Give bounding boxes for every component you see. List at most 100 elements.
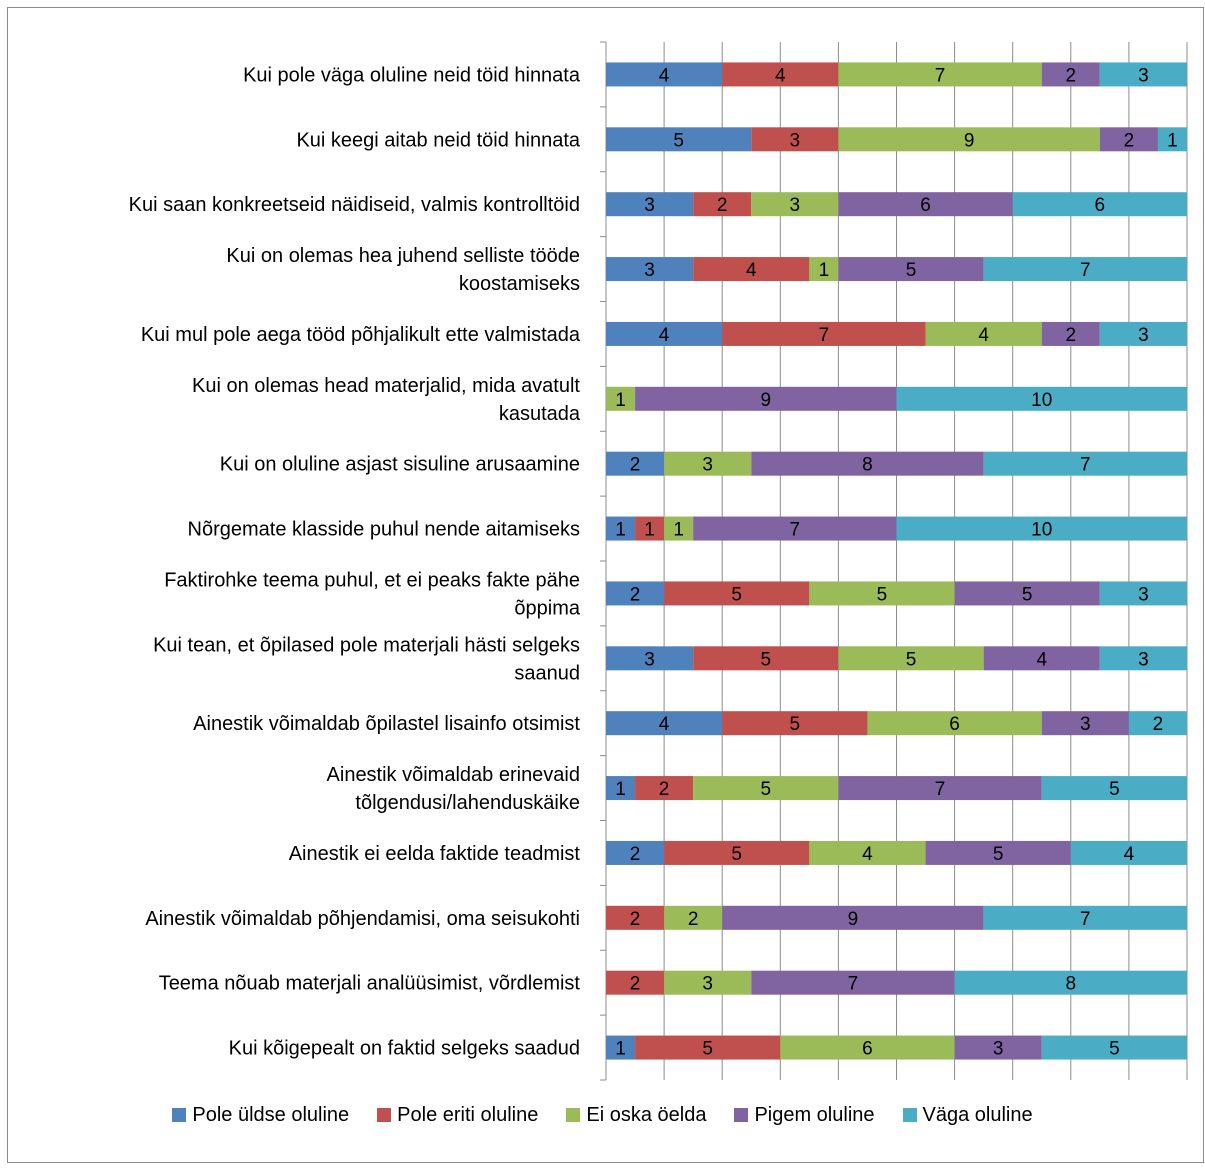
data-label: 5 <box>1022 584 1033 605</box>
category-label-line: saanud <box>514 662 580 684</box>
bar-segment <box>809 257 839 282</box>
bar-segment <box>606 840 665 865</box>
data-label: 5 <box>760 779 771 800</box>
bar-segment <box>954 1035 1042 1060</box>
category-label-line: Kui on oluline asjast sisuline arusaamin… <box>220 454 580 476</box>
bar-segment <box>1012 192 1187 217</box>
category-label-line: tõlgendusi/lahenduskäike <box>355 792 580 814</box>
bar-segment <box>606 127 752 152</box>
category-label: Ainestik võimaldab põhjendamisi, oma sei… <box>145 908 580 930</box>
data-label: 2 <box>659 779 670 800</box>
bar-segment <box>983 646 1100 671</box>
data-label: 2 <box>630 974 641 995</box>
bar-segment <box>838 257 984 282</box>
bar-segment <box>664 516 694 541</box>
data-label: 5 <box>702 1039 713 1060</box>
bar-segment <box>664 451 752 476</box>
bar-segment <box>606 776 636 801</box>
category-label: Nõrgemate klasside puhul nende aitamisek… <box>188 519 580 541</box>
bar-segment <box>1041 711 1129 736</box>
bar-segment <box>838 646 984 671</box>
data-label: 1 <box>644 520 655 541</box>
bar-segment <box>1041 1035 1187 1060</box>
bar-segment <box>1099 646 1187 671</box>
bar-segment <box>1099 581 1187 606</box>
data-label: 5 <box>906 260 917 281</box>
bar-segment <box>780 1035 955 1060</box>
category-label-line: Kui pole väga oluline neid töid hinnata <box>243 64 581 86</box>
bar-segment <box>693 776 839 801</box>
data-label: 3 <box>644 649 655 670</box>
bar-segment <box>606 257 694 282</box>
category-label: Kui tean, et õpilased pole materjali häs… <box>153 634 580 684</box>
legend-item: Pigem oluline <box>734 1104 875 1127</box>
data-label: 2 <box>1066 325 1077 346</box>
legend-label: Pole eriti oluline <box>397 1103 539 1126</box>
category-label: Kui mul pole aega tööd põhjalikult ette … <box>141 324 581 346</box>
legend-swatch <box>734 1108 749 1122</box>
legend-item: Ei oska öelda <box>566 1104 706 1127</box>
bar-segment <box>635 386 897 411</box>
bar-segment <box>983 257 1187 282</box>
bar-segment <box>722 321 926 346</box>
bar-segment <box>1041 62 1100 87</box>
category-label: Ainestik võimaldab erinevaid tõlgendusi/l… <box>327 764 580 814</box>
bar-segment <box>1041 321 1100 346</box>
legend-swatch <box>377 1108 392 1122</box>
data-label: 7 <box>790 520 801 541</box>
data-label: 6 <box>1095 195 1106 216</box>
bar-segment <box>751 451 984 476</box>
bar-segment <box>664 905 723 930</box>
bar-segment <box>606 192 694 217</box>
data-label: 8 <box>1066 974 1077 995</box>
data-label: 7 <box>1080 260 1091 281</box>
category-label-line: kasutada <box>499 403 581 425</box>
bar-segment <box>809 581 955 606</box>
data-label: 1 <box>1167 130 1178 151</box>
category-label-line: Ainestik võimaldab põhjendamisi, oma sei… <box>145 908 580 930</box>
data-label: 2 <box>688 909 699 930</box>
data-label: 3 <box>790 130 801 151</box>
data-label: 2 <box>630 584 641 605</box>
legend-item: Väga oluline <box>902 1103 1033 1127</box>
data-label: 7 <box>1080 455 1091 476</box>
data-label: 9 <box>760 390 771 411</box>
data-label: 5 <box>993 844 1004 865</box>
category-label-line: Kui on olemas head materjalid, mida avat… <box>192 375 580 397</box>
category-label-line: Kui tean, et õpilased pole materjali häs… <box>153 634 580 656</box>
data-label: 6 <box>862 1039 873 1060</box>
data-label: 1 <box>615 779 626 800</box>
bar-segment <box>606 516 636 541</box>
category-label-line: koostamiseks <box>459 273 580 295</box>
legend-label: Väga oluline <box>922 1103 1033 1126</box>
category-label-line: Kui mul pole aega tööd põhjalikult ette … <box>141 324 581 346</box>
data-label: 2 <box>630 844 641 865</box>
bar-segment <box>1099 127 1158 152</box>
bar-segment <box>606 905 665 930</box>
category-label-line: Teema nõuab materjali analüüsimist, võrd… <box>159 973 581 995</box>
bar-segment <box>693 257 810 282</box>
data-label: 4 <box>659 714 670 735</box>
data-label: 1 <box>615 520 626 541</box>
data-label: 4 <box>1124 844 1135 865</box>
bar-segment <box>606 581 665 606</box>
data-label: 4 <box>775 65 786 86</box>
data-label: 4 <box>659 65 670 86</box>
bar-segment <box>838 192 1013 217</box>
bar-segment <box>896 386 1187 411</box>
category-label: Kui on olemas hea juhend selliste tööde k… <box>226 245 580 295</box>
data-label: 5 <box>760 649 771 670</box>
bar-segment <box>983 451 1187 476</box>
category-label: Faktirohke teema puhul, et ei peaks fakt… <box>164 569 581 619</box>
category-label: Ainestik ei eelda faktide teadmist <box>289 843 581 865</box>
legend: Pole üldse oluline Pole eriti oluline Ei o… <box>0 1100 1205 1130</box>
bar-segment <box>809 840 926 865</box>
data-label: 4 <box>978 325 989 346</box>
bar-segment <box>635 516 665 541</box>
legend-item: Pole üldse oluline <box>172 1104 349 1127</box>
legend-swatch <box>172 1108 187 1122</box>
data-label: 5 <box>1109 779 1120 800</box>
category-label: Kui kõigepealt on faktid selgeks saadud <box>229 1038 580 1060</box>
data-label: 2 <box>630 455 641 476</box>
